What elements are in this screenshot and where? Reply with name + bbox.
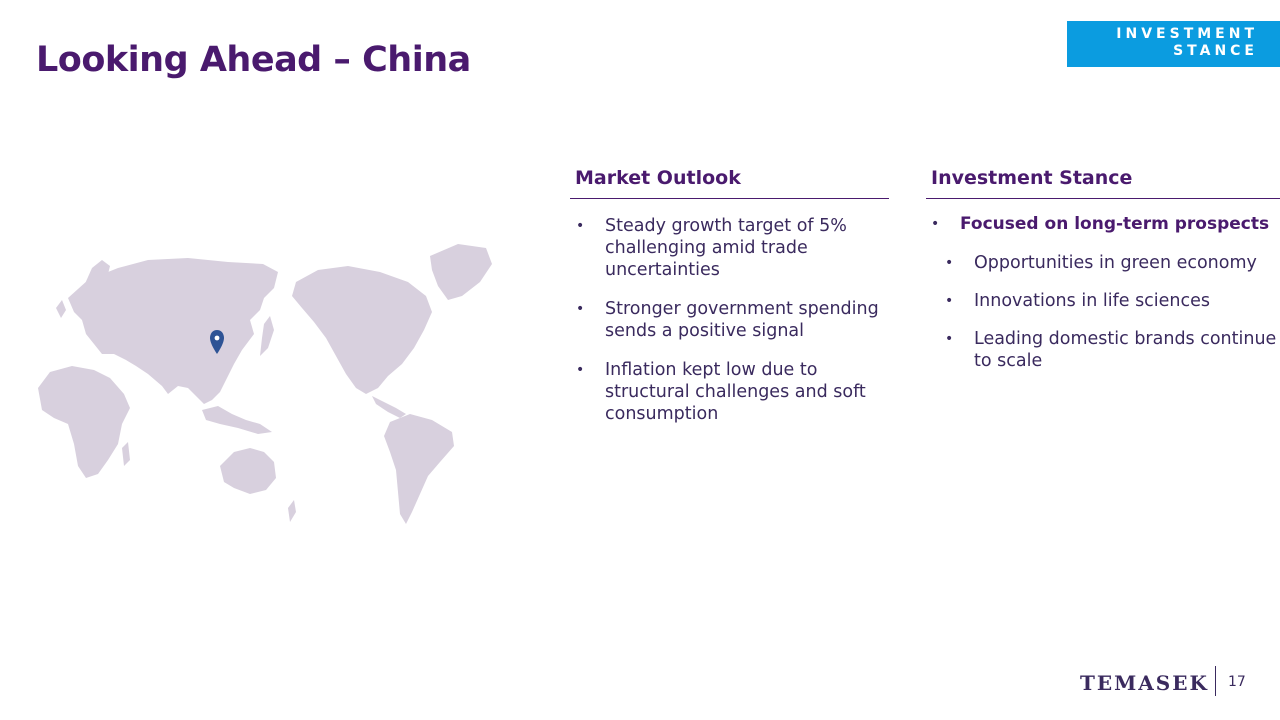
market-outlook-list: Steady growth target of 5% challenging a… <box>570 215 889 425</box>
eurasia-landmass <box>68 258 278 404</box>
uk-landmass <box>56 300 66 318</box>
japan-landmass <box>260 316 274 356</box>
world-map <box>28 238 494 528</box>
africa-landmass <box>38 366 130 478</box>
investment-stance-heading: Investment Stance <box>926 167 1280 199</box>
north-america-landmass <box>292 266 432 394</box>
scandinavia-landmass <box>84 260 110 294</box>
australia-landmass <box>220 448 276 494</box>
section-badge-line-2: STANCE <box>1173 43 1258 59</box>
investment-stance-sub-list: Opportunities in green economy Innovatio… <box>926 252 1280 372</box>
south-america-landmass <box>384 414 454 524</box>
southeast-asia-islands <box>202 406 272 434</box>
footer-divider <box>1215 666 1216 696</box>
section-badge-line-1: INVESTMENT <box>1116 26 1258 42</box>
section-badge: INVESTMENT STANCE <box>1067 21 1280 67</box>
greenland-landmass <box>430 244 492 300</box>
investment-stance-column: Investment Stance Focused on long-term p… <box>926 167 1280 388</box>
market-outlook-bullet: Inflation kept low due to structural cha… <box>570 359 889 425</box>
world-map-graphic <box>38 244 492 524</box>
investment-stance-sub-bullet: Opportunities in green economy <box>926 252 1280 274</box>
market-outlook-column: Market Outlook Steady growth target of 5… <box>570 167 889 442</box>
investment-stance-main-bullet: Focused on long-term prospects <box>926 213 1280 235</box>
investment-stance-sub-bullet: Leading domestic brands continue to scal… <box>926 328 1280 372</box>
temasek-logo: TEMASEK <box>1080 671 1209 695</box>
market-outlook-bullet: Stronger government spending sends a pos… <box>570 298 889 342</box>
central-america-landmass <box>372 396 406 418</box>
page-title: Looking Ahead – China <box>36 40 471 80</box>
location-pin-icon <box>210 330 224 354</box>
page-number: 17 <box>1228 674 1246 690</box>
investment-stance-list: Focused on long-term prospects <box>926 213 1280 235</box>
madagascar-landmass <box>122 442 130 466</box>
investment-stance-main-text: Focused on long-term prospects <box>960 214 1270 234</box>
new-zealand-landmass <box>288 500 296 522</box>
market-outlook-heading: Market Outlook <box>570 167 889 199</box>
market-outlook-bullet: Steady growth target of 5% challenging a… <box>570 215 889 281</box>
investment-stance-sub-bullet: Innovations in life sciences <box>926 290 1280 312</box>
